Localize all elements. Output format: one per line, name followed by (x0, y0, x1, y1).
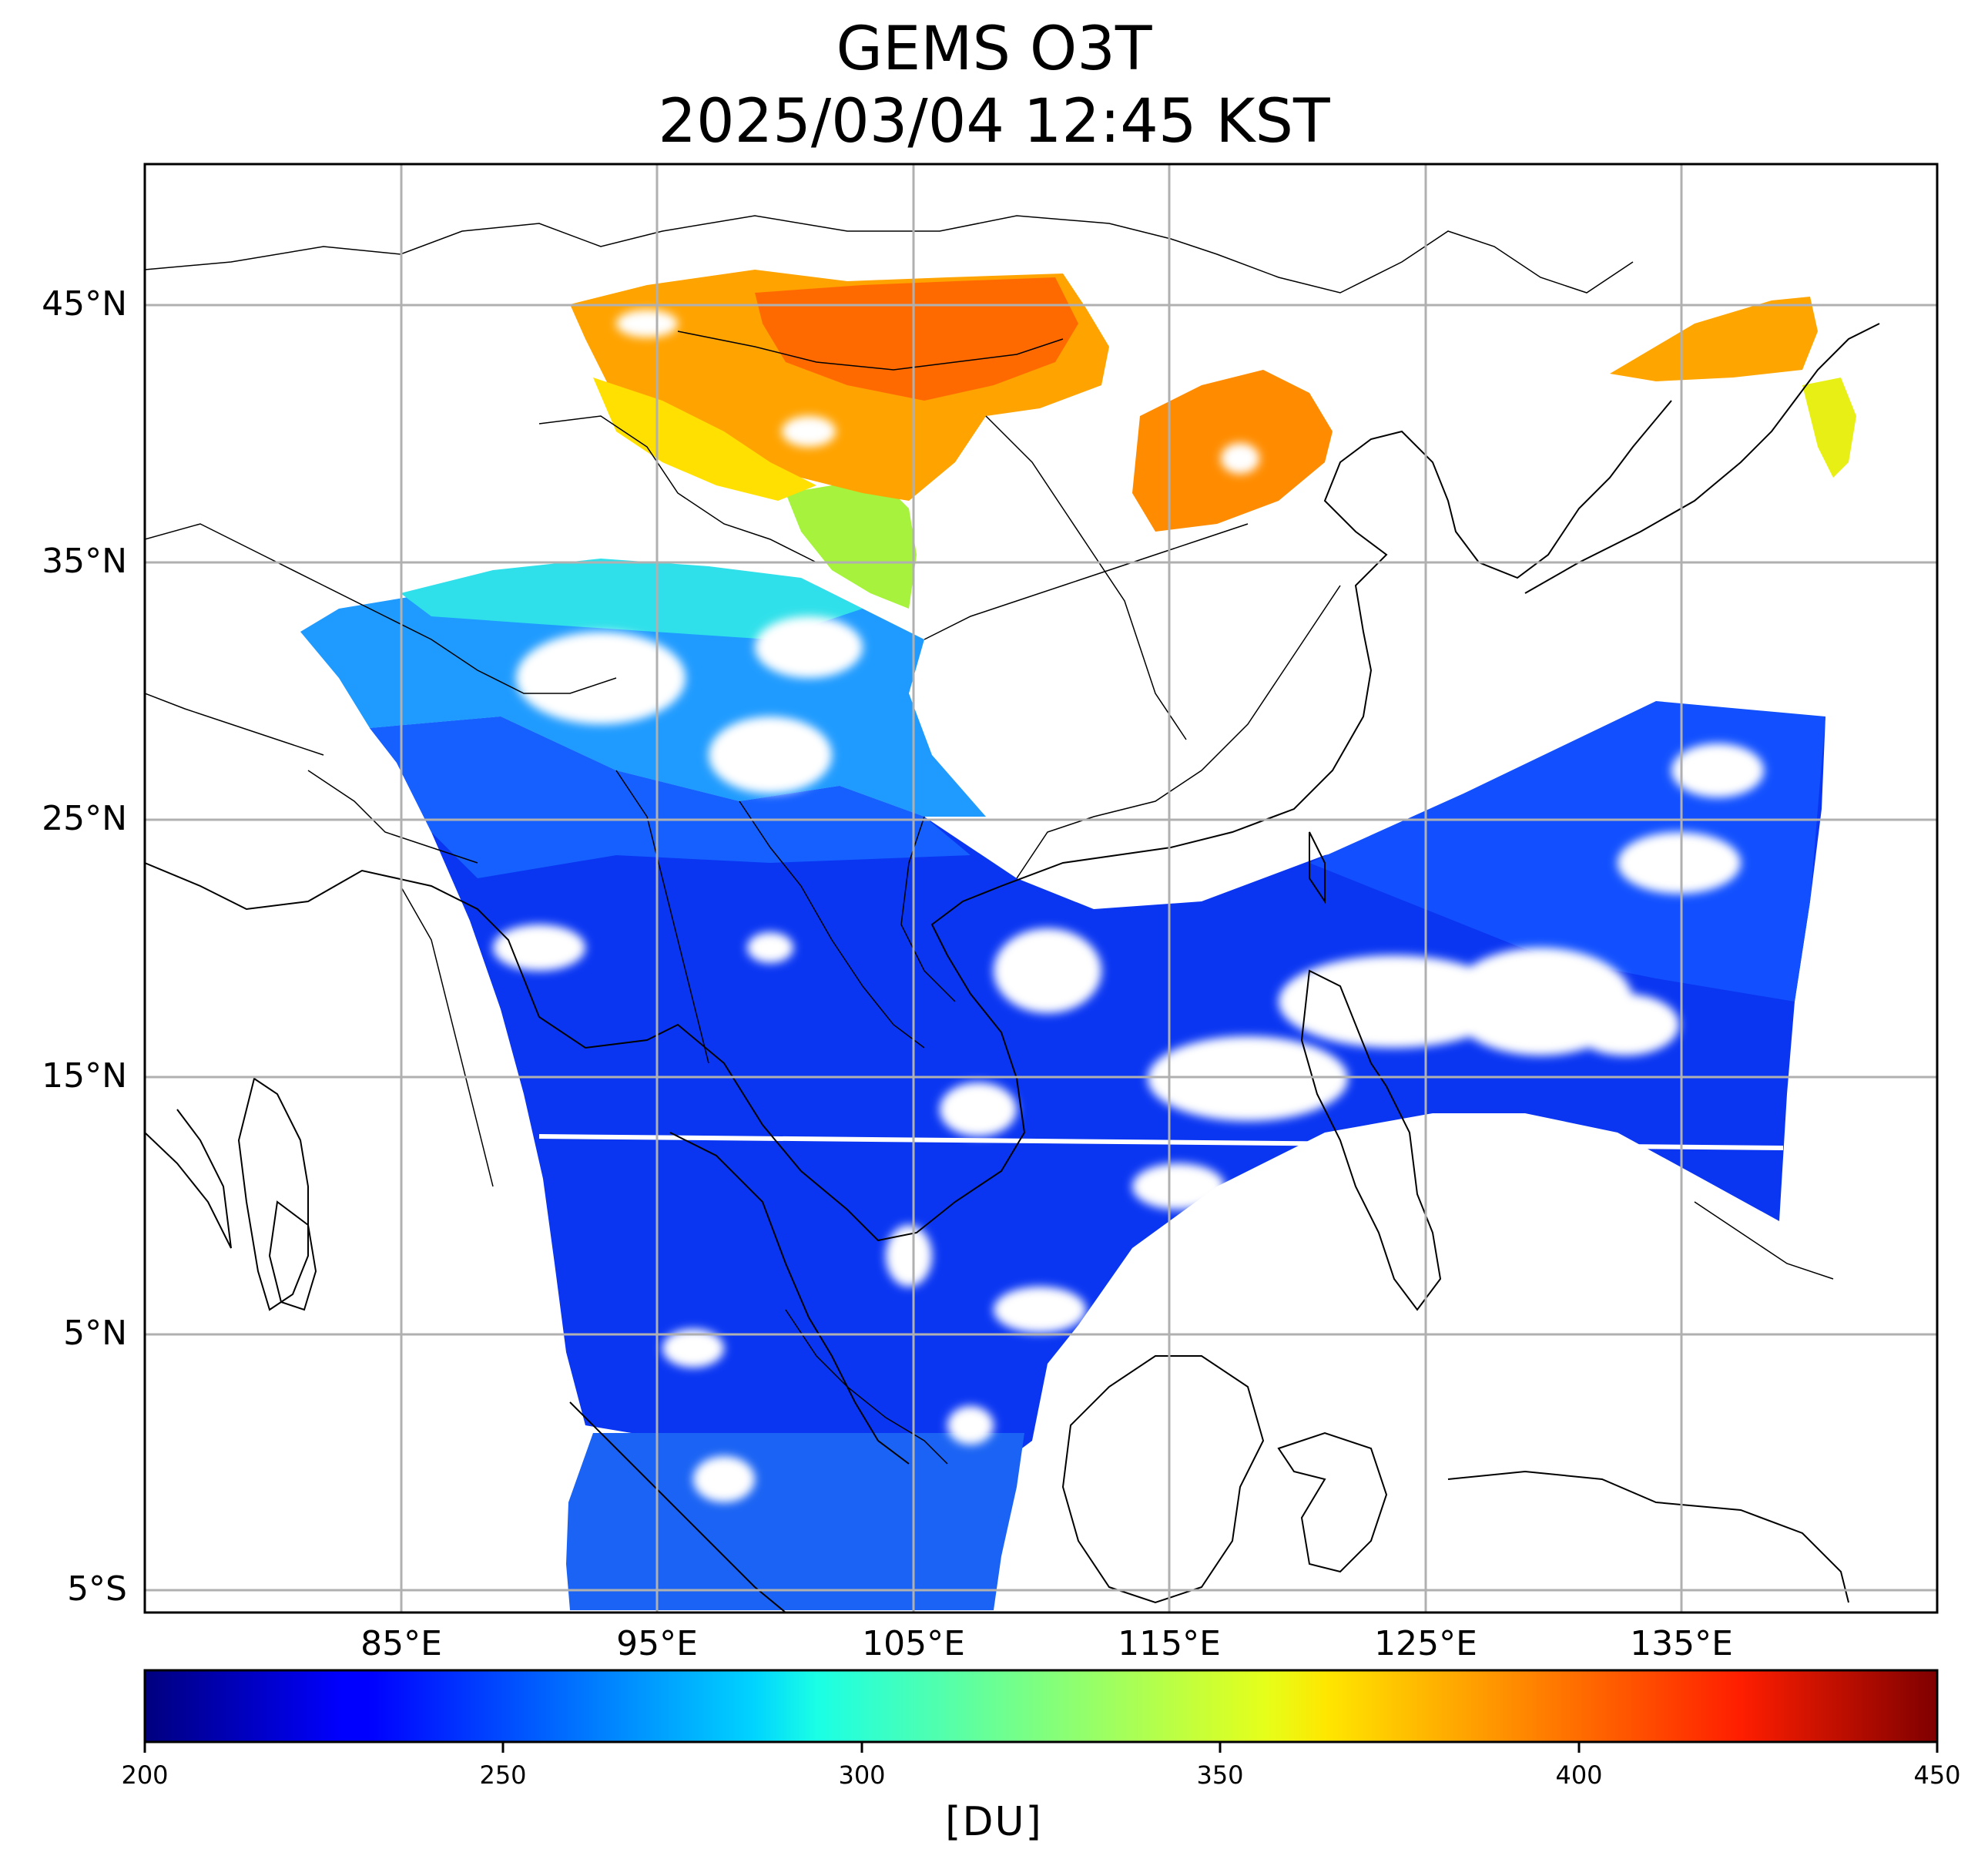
colorbar-ticks (143, 1742, 1939, 1753)
lon-label: 95°E (616, 1624, 698, 1663)
lon-label: 85°E (360, 1624, 442, 1663)
cloud-mask (493, 310, 1764, 1502)
lon-label: 135°E (1630, 1624, 1733, 1663)
map-subtitle-datetime: 2025/03/04 12:45 KST (658, 87, 1330, 156)
ozone-swath-tibet-north (401, 559, 863, 639)
ozone-swath-hokkaido (1802, 378, 1856, 478)
map-frame (143, 163, 1939, 1614)
lon-label: 115°E (1118, 1624, 1221, 1663)
colorbar (143, 1669, 1939, 1743)
lat-label: 15°N (42, 1056, 127, 1096)
ozone-swath-equatorial (566, 1433, 1024, 1610)
map-title: GEMS O3T (836, 15, 1152, 84)
lat-label: 35°N (42, 542, 127, 581)
graticule (145, 164, 1937, 1613)
lat-label: 5°N (63, 1314, 127, 1353)
lat-label: 25°N (42, 799, 127, 838)
swath-gap-stripe (538, 1134, 1784, 1150)
colorbar-tick-label: 350 (1196, 1760, 1244, 1790)
ozone-swath-northwest-green (786, 478, 917, 609)
ozone-swath-mongolia-core (755, 277, 1078, 401)
colorbar-tick-label: 400 (1555, 1760, 1603, 1790)
colorbar-tick-label: 200 (121, 1760, 169, 1790)
map-area (145, 164, 1937, 1613)
colorbar-tick-label: 300 (838, 1760, 886, 1790)
colorbar-tick-label: 450 (1913, 1760, 1961, 1790)
colorbar-unit-label: [DU] (945, 1799, 1043, 1845)
lon-label: 105°E (862, 1624, 965, 1663)
lat-label: 45°N (42, 284, 127, 324)
ozone-swath-south-light (370, 717, 971, 878)
admin-borders (145, 215, 1834, 1465)
ozone-swath-manchuria (1610, 297, 1818, 381)
coastlines (145, 323, 1880, 1613)
lon-label: 125°E (1374, 1624, 1477, 1663)
lat-label: 5°S (67, 1569, 127, 1609)
colorbar-tick-label: 250 (479, 1760, 527, 1790)
ozone-swath-gobi-yellow (593, 378, 816, 501)
